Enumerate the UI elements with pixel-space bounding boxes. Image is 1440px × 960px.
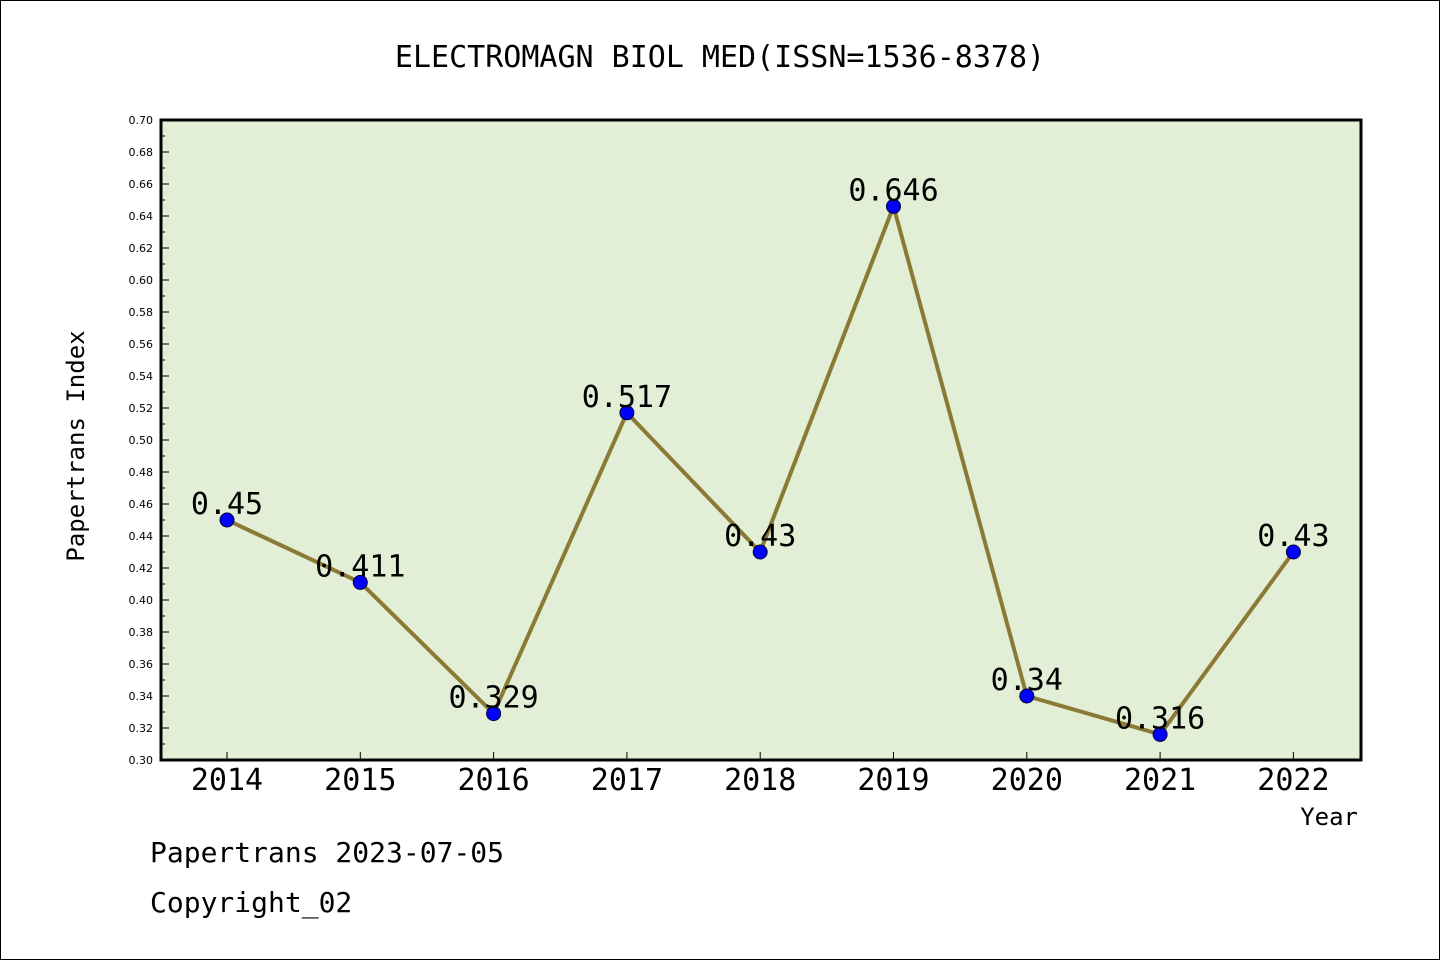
y-tick-label: 0.44 xyxy=(129,530,154,543)
y-tick-label: 0.64 xyxy=(129,210,154,223)
data-point xyxy=(752,544,768,560)
y-tick-label: 0.70 xyxy=(129,114,154,127)
footer-date: Papertrans 2023-07-05 xyxy=(150,836,505,869)
data-label: 0.43 xyxy=(724,519,796,554)
data-labels-group: 0.45 0.411 0.329 0.517 0.43 0.646 0.34 0.316 0.4… xyxy=(191,173,1330,736)
plot-area xyxy=(159,118,1363,762)
y-tick-label: 0.60 xyxy=(129,274,154,287)
y-tick-label: 0.36 xyxy=(129,658,154,671)
x-tick-label: 2016 xyxy=(457,763,529,798)
chart-title: ELECTROMAGN BIOL MED(ISSN=1536-8378) xyxy=(395,40,1045,75)
data-label: 0.43 xyxy=(1257,519,1329,554)
data-point xyxy=(886,198,901,214)
y-tick-label: 0.32 xyxy=(129,722,154,735)
data-label: 0.517 xyxy=(582,380,672,415)
y-tick-label: 0.52 xyxy=(129,402,154,415)
y-axis-title: Papertrans Index xyxy=(62,330,90,561)
data-label: 0.45 xyxy=(191,487,263,522)
data-label: 0.34 xyxy=(991,663,1063,698)
data-point xyxy=(486,706,502,722)
data-point xyxy=(352,574,368,590)
y-tick-label: 0.48 xyxy=(129,466,154,479)
footer-copyright: Copyright_02 xyxy=(150,886,353,919)
y-tick-label: 0.56 xyxy=(129,338,154,351)
x-tick-label: 2015 xyxy=(324,763,396,798)
y-tick-label: 0.42 xyxy=(129,562,154,575)
x-tick-label: 2020 xyxy=(991,763,1063,798)
y-tick-label: 0.30 xyxy=(129,754,154,767)
y-tick-label: 0.62 xyxy=(129,242,154,255)
x-tick-label: 2018 xyxy=(724,763,796,798)
data-point xyxy=(619,405,635,421)
x-tick-label: 2014 xyxy=(191,763,263,798)
data-label: 0.646 xyxy=(848,173,938,208)
x-tick-label: 2017 xyxy=(591,763,663,798)
y-tick-label: 0.38 xyxy=(129,626,154,639)
y-tick-label: 0.34 xyxy=(129,690,154,703)
y-tick-label: 0.66 xyxy=(129,178,154,191)
y-tick-label: 0.40 xyxy=(129,594,154,607)
data-point xyxy=(219,512,235,528)
data-point xyxy=(1152,726,1168,742)
x-tick-label: 2022 xyxy=(1257,763,1329,798)
data-label: 0.411 xyxy=(315,549,405,584)
markers-group xyxy=(219,198,1301,742)
y-tick-label: 0.50 xyxy=(129,434,154,447)
x-axis: 2014 2015 2016 2017 2018 2019 2020 2021 2022 xyxy=(191,752,1330,798)
x-axis-title: Year xyxy=(1300,803,1358,831)
data-label: 0.316 xyxy=(1115,701,1205,736)
x-tick-label: 2019 xyxy=(857,763,929,798)
x-tick-label: 2021 xyxy=(1124,763,1196,798)
y-tick-label: 0.58 xyxy=(129,306,154,319)
y-tick-label: 0.46 xyxy=(129,498,154,511)
data-point xyxy=(1285,544,1301,560)
data-label: 0.329 xyxy=(448,681,538,716)
y-axis: 0.30 0.32 0.34 0.36 0.38 0.40 0.42 0.44 0.46 0.48… xyxy=(129,114,169,767)
y-tick-label: 0.68 xyxy=(129,146,154,159)
y-tick-label: 0.54 xyxy=(129,370,154,383)
data-point xyxy=(1019,688,1035,704)
